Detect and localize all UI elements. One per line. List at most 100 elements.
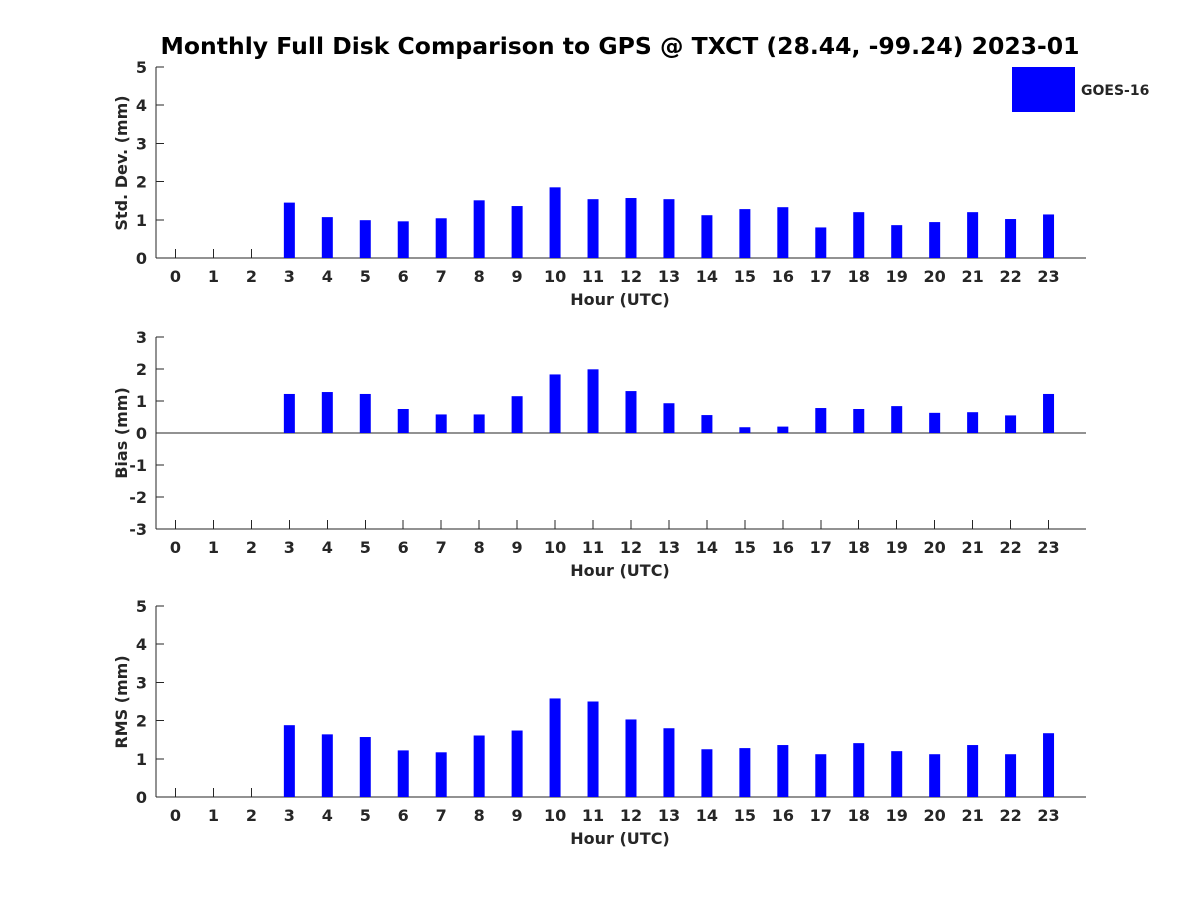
x-tick-label: 17 [810,806,832,825]
bar-hour-21 [967,212,979,258]
x-tick-label: 15 [734,806,756,825]
bar-hour-21 [967,412,979,433]
x-tick-label: 23 [1037,538,1059,557]
bar-hour-12 [625,198,637,258]
legend-label: GOES-16 [1081,83,1149,99]
x-tick-label: 12 [620,267,642,286]
x-tick-label: 21 [961,538,983,557]
x-tick-label: 10 [544,267,566,286]
x-tick-label: 6 [398,538,409,557]
bar-hour-20 [929,754,941,797]
bar-hour-9 [511,730,523,797]
bar-hour-8 [473,200,485,258]
bar-hour-22 [1005,754,1017,797]
y-tick-label: 2 [136,173,147,192]
bar-hour-18 [853,743,865,797]
y-tick-label: -2 [129,488,147,507]
bar-hour-21 [967,745,979,797]
x-tick-label: 22 [999,538,1021,557]
y-tick-label: -3 [129,520,147,539]
x-tick-label: 0 [170,538,181,557]
x-tick-label: 8 [474,538,485,557]
bar-hour-22 [1005,415,1017,433]
legend-swatch [1012,67,1075,112]
x-tick-label: 8 [474,806,485,825]
bar-hour-23 [1043,733,1055,797]
y-tick-label: 2 [136,712,147,731]
y-tick-label: 3 [136,328,147,347]
bar-hour-13 [663,199,675,258]
bar-hour-13 [663,728,675,797]
x-tick-label: 23 [1037,267,1059,286]
bar-hour-6 [397,750,409,797]
y-tick-label: 3 [136,673,147,692]
x-tick-label: 1 [208,806,219,825]
x-tick-label: 10 [544,538,566,557]
x-tick-label: 10 [544,806,566,825]
x-tick-label: 9 [512,806,523,825]
x-tick-label: 13 [658,806,680,825]
bias-mm-axis-label: Bias (mm) [112,387,131,479]
x-axis-label: Hour (UTC) [570,829,670,848]
x-tick-label: 11 [582,538,604,557]
x-tick-label: 12 [620,538,642,557]
bar-hour-4 [321,734,333,797]
bar-hour-16 [777,426,789,433]
x-tick-label: 5 [360,538,371,557]
x-tick-label: 22 [999,267,1021,286]
x-tick-label: 22 [999,806,1021,825]
bar-hour-14 [701,749,713,797]
x-tick-label: 2 [246,538,257,557]
std-dev-mm-axis-label: Std. Dev. (mm) [112,95,131,230]
bar-hour-4 [321,217,333,258]
y-tick-label: 4 [136,635,147,654]
bar-hour-3 [283,393,295,433]
x-tick-label: 9 [512,267,523,286]
x-tick-label: 19 [886,806,908,825]
y-tick-label: -1 [129,456,147,475]
bar-hour-15 [739,748,751,797]
x-tick-label: 19 [886,267,908,286]
x-tick-label: 3 [284,806,295,825]
bar-hour-17 [815,754,827,797]
y-tick-label: 5 [136,58,147,77]
y-tick-label: 4 [136,96,147,115]
bar-hour-7 [435,414,447,433]
bar-hour-9 [511,206,523,258]
bar-hour-18 [853,409,865,433]
x-tick-label: 4 [322,267,333,286]
x-tick-label: 6 [398,267,409,286]
y-tick-label: 1 [136,392,147,411]
x-tick-label: 16 [772,806,794,825]
bar-hour-5 [359,220,371,258]
bar-hour-15 [739,427,751,433]
bar-hour-8 [473,735,485,797]
bar-hour-9 [511,396,523,433]
bar-hour-17 [815,227,827,258]
x-tick-label: 3 [284,538,295,557]
bar-hour-11 [587,369,599,433]
bar-hour-15 [739,209,751,258]
x-tick-label: 17 [810,538,832,557]
bar-hour-20 [929,412,941,433]
bar-hour-14 [701,415,713,433]
legend: GOES-16 [1012,67,1149,112]
bar-hour-6 [397,221,409,258]
x-tick-label: 1 [208,538,219,557]
x-tick-label: 14 [696,267,718,286]
x-tick-label: 11 [582,806,604,825]
y-tick-label: 0 [136,788,147,807]
x-tick-label: 18 [848,538,870,557]
bar-hour-16 [777,745,789,797]
x-tick-label: 6 [398,806,409,825]
x-tick-label: 20 [924,267,946,286]
bar-hour-19 [891,751,903,797]
bar-hour-12 [625,719,637,797]
x-tick-label: 8 [474,267,485,286]
x-tick-label: 18 [848,267,870,286]
x-tick-label: 20 [924,806,946,825]
x-tick-label: 21 [961,806,983,825]
